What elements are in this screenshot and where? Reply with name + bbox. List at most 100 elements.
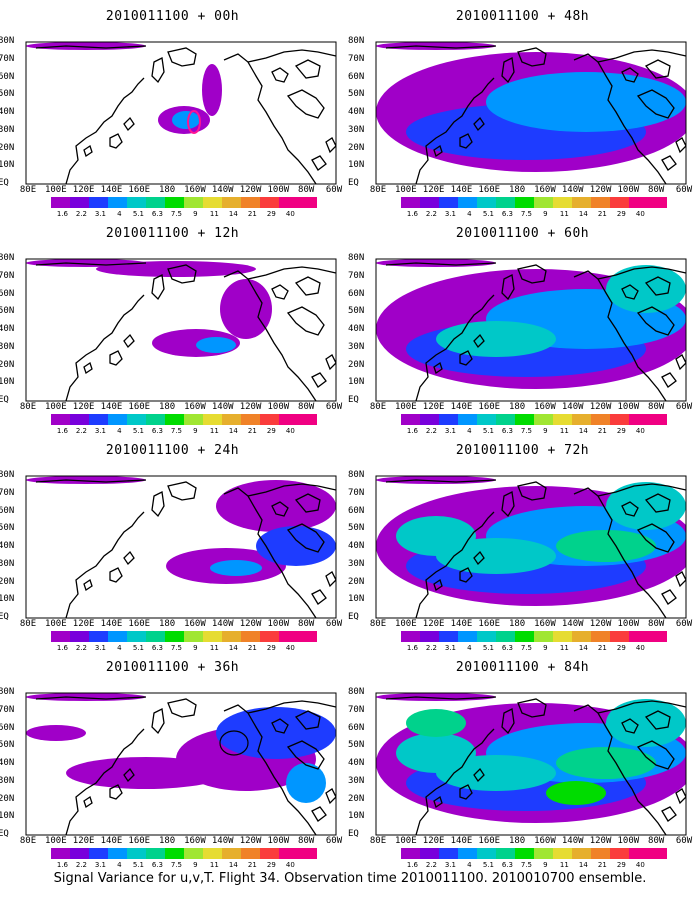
- colorbar-swatch: [51, 848, 70, 859]
- colorbar-label: 29: [266, 210, 276, 218]
- latitude-label: 70N: [348, 53, 365, 64]
- colorbar-label: 5.1: [132, 210, 144, 218]
- latitude-label: 50N: [0, 89, 15, 100]
- coastline: [65, 77, 145, 184]
- colorbar-label: 2.2: [425, 210, 437, 218]
- colorbar-swatch: [184, 414, 203, 425]
- colorbar-label: 1.6: [56, 861, 68, 869]
- forecast-panel: 2010011100 + 36h 80N 70N 60N 50N 40N 30N 20N 10N…: [0, 651, 345, 873]
- coastline: [433, 144, 443, 158]
- colorbar-swatch: [298, 197, 317, 208]
- colorbar-swatch: [629, 848, 648, 859]
- colorbar-label: 6.3: [151, 861, 163, 869]
- colorbar-swatch: [222, 631, 241, 642]
- latitude-label: 30N: [348, 124, 365, 135]
- longitude-label: 80W: [298, 619, 315, 629]
- colorbar-swatch: [553, 197, 572, 208]
- longitude-label: 120E: [72, 836, 95, 846]
- colorbar-swatch: [610, 848, 629, 859]
- colorbar-label: 1.6: [56, 644, 68, 652]
- coastline: [65, 728, 145, 835]
- colorbar-swatch: [279, 197, 298, 208]
- colorbar: [51, 414, 317, 425]
- latitude-label: 50N: [348, 89, 365, 100]
- latitude-label: 80N: [348, 470, 365, 480]
- coastline: [385, 45, 497, 49]
- colorbar-swatch: [572, 197, 591, 208]
- colorbar-swatch: [648, 848, 667, 859]
- coastline: [661, 806, 677, 822]
- coastline: [675, 354, 686, 371]
- coastline: [473, 550, 485, 566]
- colorbar-swatch: [553, 631, 572, 642]
- latitude-label: 40N: [0, 107, 15, 117]
- map-frame: [25, 41, 337, 185]
- longitude-label: 80W: [648, 619, 665, 629]
- latitude-label: 50N: [0, 306, 15, 317]
- colorbar-label: 5.1: [482, 861, 494, 869]
- coastline: [271, 718, 289, 734]
- colorbar-label: 29: [616, 644, 626, 652]
- colorbar-swatch: [477, 848, 496, 859]
- longitude-label: 180: [158, 836, 176, 846]
- colorbar-label: 4: [117, 210, 122, 218]
- colorbar-swatch: [241, 631, 260, 642]
- colorbar-swatch: [572, 848, 591, 859]
- coastline: [247, 700, 336, 714]
- colorbar-label: 29: [266, 644, 276, 652]
- latitude-label: EQ: [348, 829, 359, 839]
- latitude-label: 80N: [348, 253, 365, 263]
- coastline: [501, 708, 515, 735]
- colorbar-label: 1.6: [406, 210, 418, 218]
- longitude-label: 140W: [561, 402, 584, 412]
- longitude-label: 80W: [648, 402, 665, 412]
- colorbar-swatch: [401, 631, 420, 642]
- colorbar-swatch: [165, 197, 184, 208]
- latitude-label: 60N: [0, 71, 15, 82]
- latitude-label: 80N: [0, 253, 15, 263]
- colorbar-label: 40: [285, 861, 295, 869]
- colorbar-swatch: [70, 631, 89, 642]
- panel-title: 2010011100 + 24h: [105, 443, 240, 458]
- colorbar-swatch: [298, 631, 317, 642]
- colorbar-swatch: [553, 414, 572, 425]
- longitude-label: 100W: [267, 836, 290, 846]
- variance-map: [25, 475, 337, 619]
- coastline: [597, 483, 686, 497]
- latitude-label: 70N: [0, 487, 15, 498]
- longitude-label: 180: [508, 836, 526, 846]
- variance-region: [556, 747, 656, 779]
- colorbar-swatch: [439, 414, 458, 425]
- flight-marker: [219, 730, 249, 756]
- colorbar-swatch: [260, 631, 279, 642]
- longitude-label: 160W: [534, 185, 556, 195]
- colorbar-swatch: [610, 197, 629, 208]
- variance-region: [406, 709, 466, 737]
- longitude-label: 180: [508, 402, 526, 412]
- longitude-label: 100W: [617, 185, 640, 195]
- variance-region: [376, 259, 496, 267]
- variance-region: [556, 530, 656, 562]
- longitude-label: 100E: [44, 836, 67, 846]
- variance-region: [172, 111, 200, 129]
- colorbar: [51, 848, 317, 859]
- variance-region: [606, 482, 686, 530]
- colorbar-label: 3.1: [94, 427, 106, 435]
- colorbar-label: 11: [559, 427, 569, 435]
- longitude-label: 120W: [589, 836, 612, 846]
- colorbar-swatch: [420, 848, 439, 859]
- colorbar-swatch: [496, 848, 515, 859]
- coastline: [151, 708, 165, 735]
- longitude-label: 60W: [325, 619, 343, 629]
- colorbar-label: 21: [597, 644, 607, 652]
- variance-region: [376, 693, 496, 701]
- longitude-label: 60W: [675, 185, 693, 195]
- panel-title: 2010011100 + 84h: [455, 660, 590, 675]
- colorbar-swatch: [279, 848, 298, 859]
- variance-map: [375, 475, 687, 619]
- coastline: [151, 491, 165, 518]
- colorbar-swatch: [477, 631, 496, 642]
- coastline: [621, 67, 639, 83]
- colorbar-swatch: [165, 631, 184, 642]
- longitude-label: 80W: [298, 402, 315, 412]
